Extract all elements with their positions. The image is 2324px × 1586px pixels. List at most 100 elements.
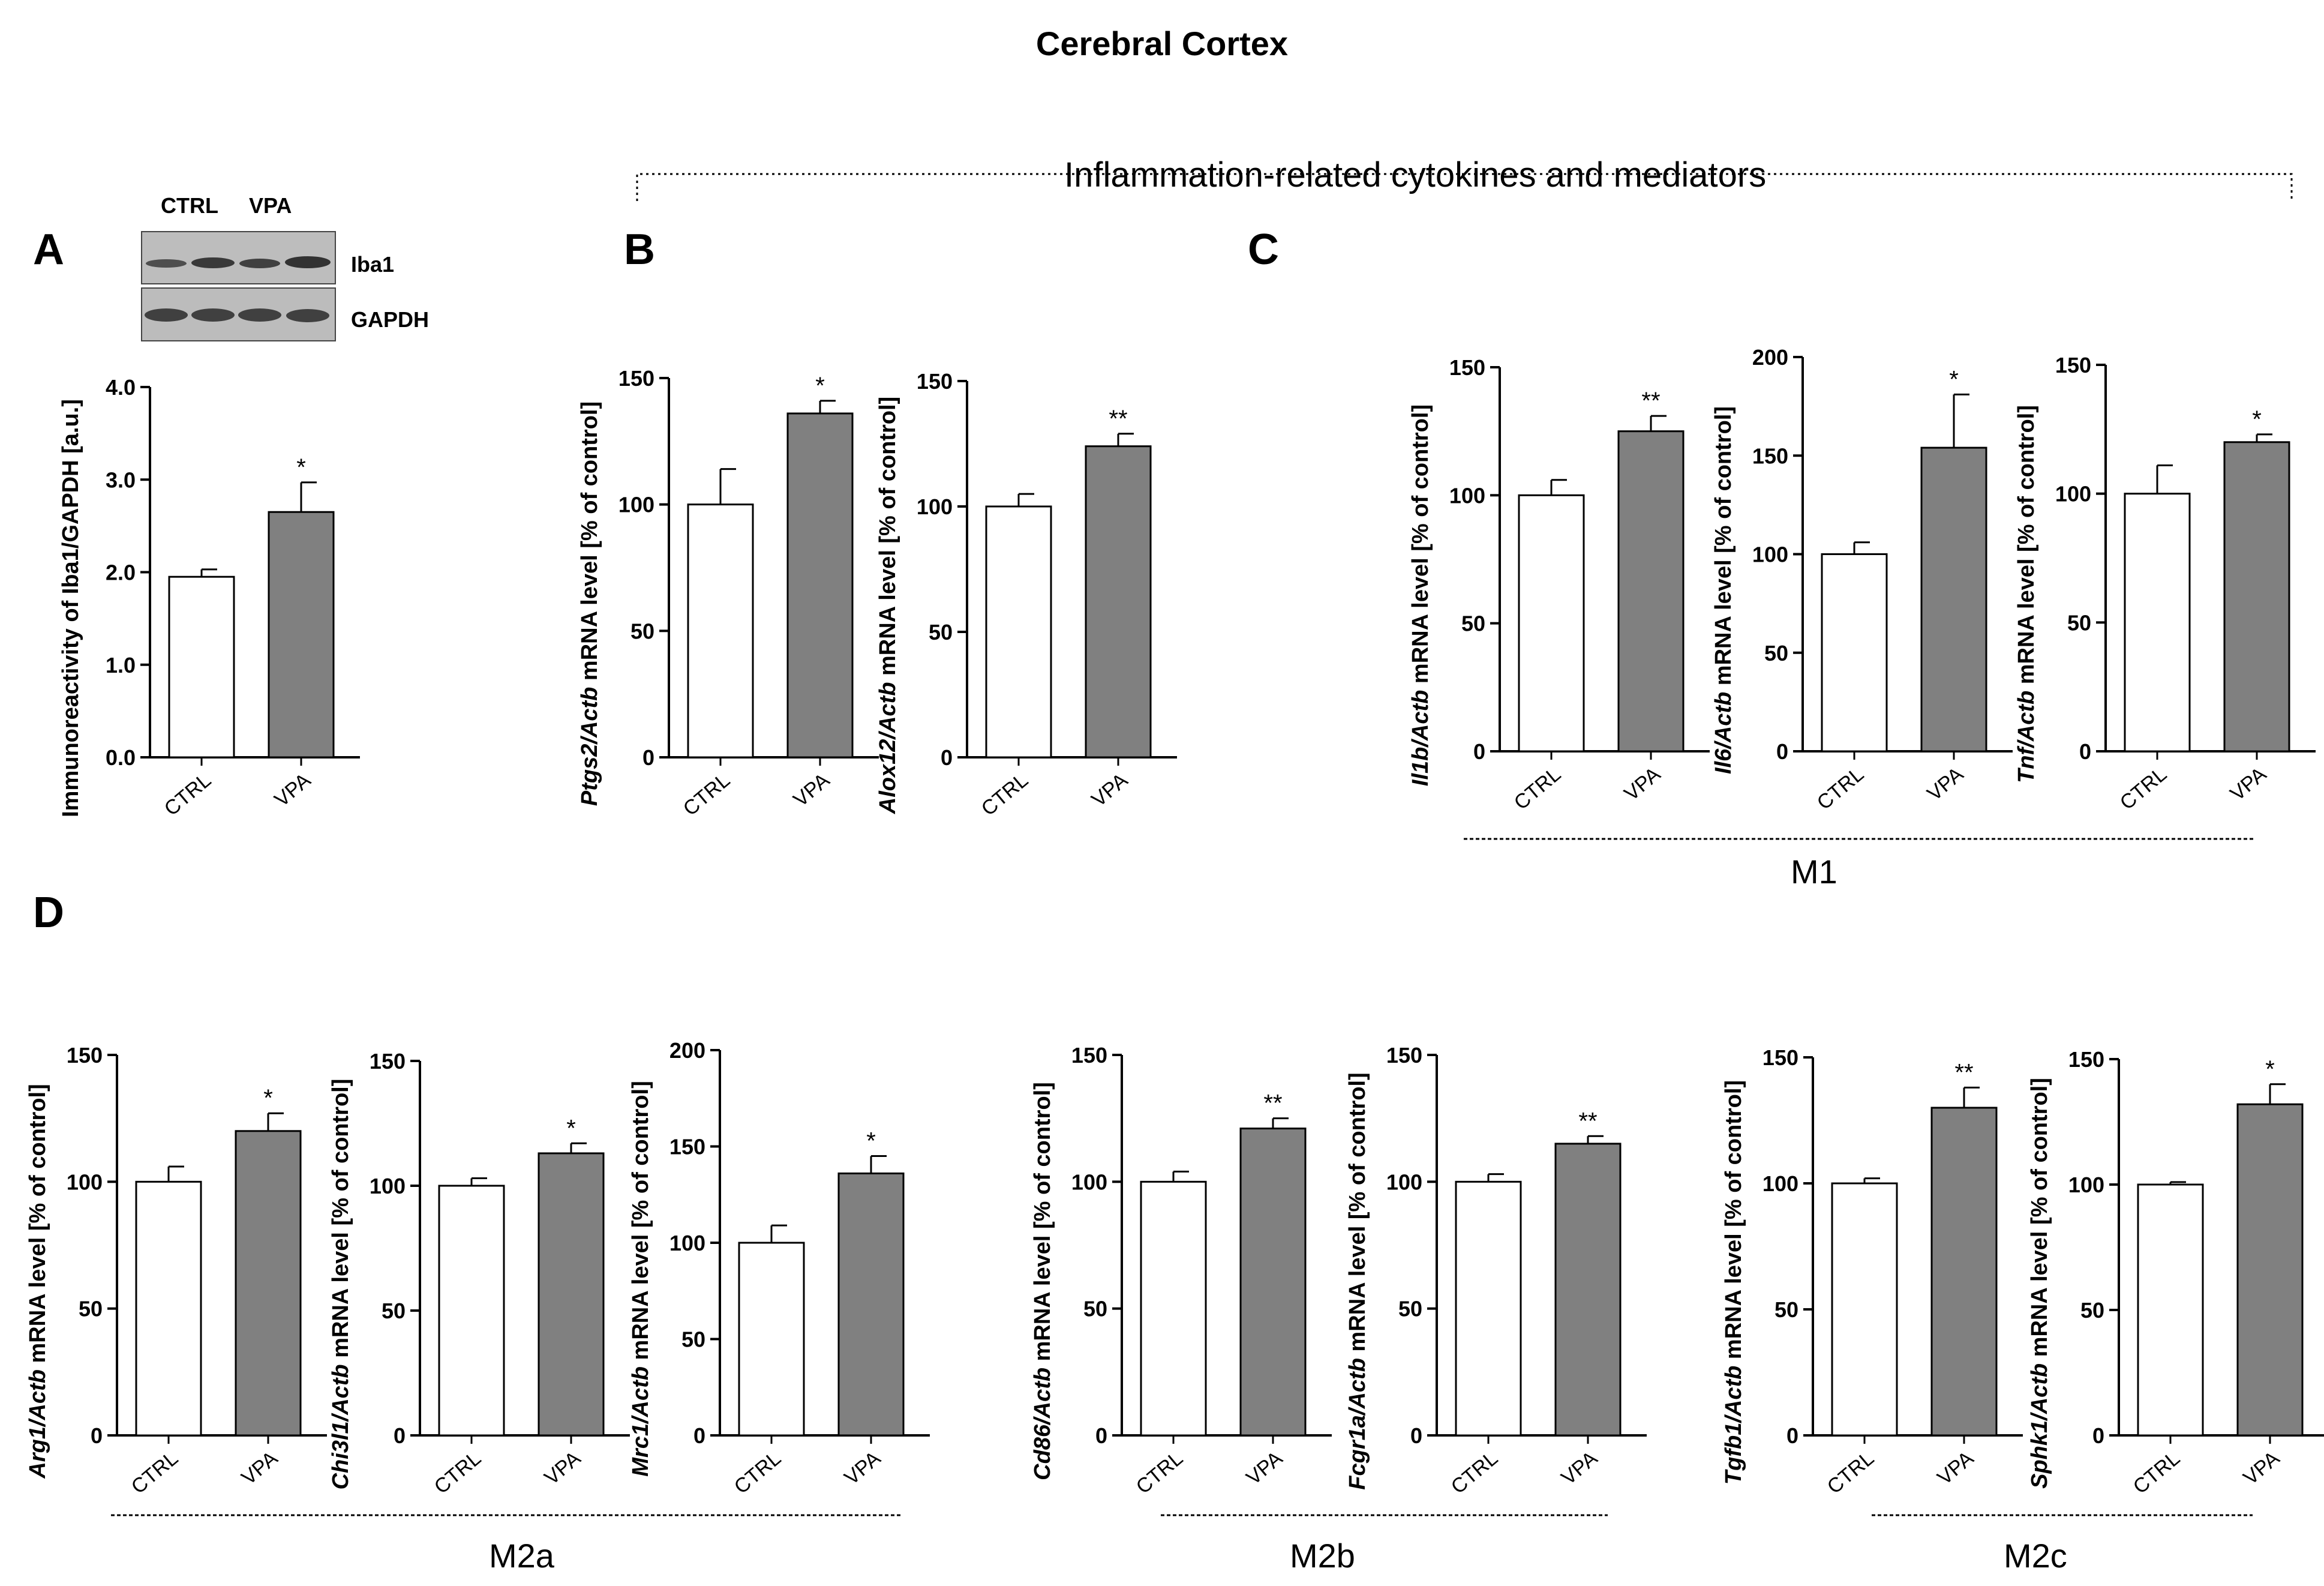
chart-8-bar-vpa (538, 1152, 605, 1437)
chart-5-category-ctrl: CTRL (1813, 763, 1868, 814)
chart-10-category-vpa: VPA (1242, 1447, 1287, 1489)
section-label-m1: M1 (1791, 853, 1837, 891)
chart-13-y-axis-label-part-1: mRNA level [% of control] (2027, 1078, 2052, 1363)
chart-1-y-axis-label: Immunoreactivity of Iba1/GAPDH [a.u.] (58, 399, 83, 817)
chart-11-ytick-label-1: 50 (1398, 1297, 1422, 1321)
section-label-m2c: M2c (2004, 1537, 2067, 1575)
chart-3-ytick-label-1: 50 (929, 620, 953, 644)
chart-10-ytick-label-2: 100 (1071, 1170, 1107, 1194)
chart-2-category-vpa: VPA (789, 769, 834, 811)
chart-8-category-vpa: VPA (541, 1447, 585, 1489)
chart-2-bar-ctrl (687, 503, 754, 758)
chart-11-significance-1: ** (1578, 1108, 1597, 1134)
chart-6-significance-1: * (2252, 406, 2262, 433)
chart-12-category-vpa: VPA (1933, 1447, 1978, 1489)
chart-8-bar-ctrl (438, 1185, 505, 1437)
western-blot-image (141, 231, 336, 341)
chart-4-significance-1: ** (1641, 388, 1660, 414)
chart-9-category-vpa: VPA (840, 1447, 885, 1489)
chart-13-y-axis-label: Sphk1/Actb mRNA level [% of control] (2027, 1078, 2052, 1489)
chart-12-ytick-label-3: 150 (1762, 1045, 1798, 1070)
chart-1-bar-vpa (268, 511, 335, 758)
chart-10-y-axis-label-part-1: mRNA level [% of control] (1030, 1082, 1055, 1368)
chart-7-ytick-label-2: 100 (67, 1170, 103, 1194)
blot-lane-ctrl: CTRL (161, 193, 218, 218)
chart-3-category-ctrl: CTRL (977, 769, 1032, 820)
chart-1-ytick-label-1: 1.0 (106, 653, 136, 677)
chart-4-bar-ctrl (1518, 494, 1585, 752)
chart-2-ytick-label-2: 100 (618, 493, 654, 517)
chart-1-ytick-label-3: 3.0 (106, 467, 136, 492)
chart-6-ytick-label-1: 50 (2067, 610, 2091, 635)
chart-1-bar-ctrl (168, 575, 235, 758)
chart-2-ytick-label-0: 0 (642, 745, 654, 770)
chart-4-ytick-label-0: 0 (1473, 739, 1485, 764)
chart-4-ytick-label-1: 50 (1461, 611, 1485, 636)
chart-7-significance-1: * (263, 1085, 273, 1111)
chart-4-y-axis-label: Il1b/Actb mRNA level [% of control] (1408, 404, 1433, 786)
chart-2-y-axis-label-part-1: mRNA level [% of control] (577, 401, 602, 687)
chart-1-y-axis-label-part-0: Immunoreactivity of Iba1/GAPDH [a.u.] (58, 399, 83, 817)
chart-2-ytick-label-1: 50 (630, 619, 654, 643)
chart-12-bar-ctrl (1831, 1182, 1898, 1437)
chart-11-ytick-label-3: 150 (1386, 1043, 1422, 1068)
chart-5-category-vpa: VPA (1923, 763, 1968, 805)
chart-5-ytick-label-3: 150 (1752, 443, 1788, 468)
chart-7-category-vpa: VPA (238, 1447, 283, 1489)
chart-5-y-axis-label-part-1: mRNA level [% of control] (1711, 406, 1736, 692)
chart-10-ytick-label-3: 150 (1071, 1043, 1107, 1068)
chart-1-ytick-label-4: 4.0 (106, 375, 136, 400)
chart-9-y-axis-label-part-1: mRNA level [% of control] (628, 1081, 653, 1366)
section-label-m2a: M2a (489, 1537, 554, 1575)
chart-8-y-axis-label-part-0: Chi3l1/Actb (328, 1364, 353, 1489)
chart-8-y-axis-label-part-1: mRNA level [% of control] (328, 1079, 353, 1365)
chart-13-category-ctrl: CTRL (2129, 1447, 2184, 1498)
group-bracket (636, 173, 2293, 201)
chart-13-ytick-label-0: 0 (2092, 1423, 2104, 1448)
chart-12-y-axis-label-part-1: mRNA level [% of control] (1721, 1080, 1746, 1366)
panel-letter-b: B (624, 226, 655, 274)
chart-11-category-vpa: VPA (1557, 1447, 1602, 1489)
chart-13-bar-ctrl (2137, 1183, 2204, 1437)
chart-8-ytick-label-3: 150 (370, 1049, 406, 1074)
chart-2-ytick-label-3: 150 (618, 366, 654, 391)
chart-10-ytick-label-1: 50 (1083, 1297, 1107, 1321)
chart-6-category-ctrl: CTRL (2116, 763, 2171, 814)
chart-9-ytick-label-1: 50 (681, 1327, 705, 1352)
chart-5-ytick-label-0: 0 (1776, 739, 1788, 764)
chart-13-significance-1: * (2265, 1056, 2275, 1083)
chart-1-ytick-label-0: 0.0 (106, 745, 136, 770)
chart-9-y-axis-label: Mrc1/Actb mRNA level [% of control] (628, 1081, 653, 1476)
chart-9-ytick-label-4: 200 (669, 1038, 705, 1063)
chart-5-ytick-label-2: 100 (1752, 542, 1788, 567)
chart-6-ytick-label-0: 0 (2079, 739, 2091, 764)
chart-9-significance-1: * (866, 1128, 876, 1155)
chart-5-significance-1: * (1949, 366, 1959, 392)
chart-2-bar-vpa (786, 412, 854, 758)
chart-7-bar-ctrl (135, 1180, 202, 1437)
chart-5-bar-vpa (1920, 446, 1987, 752)
panel-letter-a: A (33, 226, 64, 274)
chart-5-bar-ctrl (1821, 553, 1888, 752)
chart-1-ytick-label-2: 2.0 (106, 560, 136, 585)
chart-11-y-axis-label-part-1: mRNA level [% of control] (1345, 1072, 1370, 1358)
chart-12-y-axis-label-part-0: Tgfb1/Actb (1721, 1366, 1746, 1485)
chart-10-bar-ctrl (1140, 1180, 1207, 1437)
chart-4-ytick-label-2: 100 (1449, 483, 1485, 508)
chart-3-y-axis-label-part-0: Alox12/Actb (875, 682, 900, 815)
chart-4-y-axis-label-part-0: Il1b/Actb (1408, 690, 1433, 786)
blot-band-iba1-label: Iba1 (351, 252, 395, 277)
chart-3-ytick-label-2: 100 (917, 494, 953, 519)
chart-5-y-axis-label: Il6/Actb mRNA level [% of control] (1711, 406, 1736, 774)
chart-5-ytick-label-1: 50 (1764, 641, 1788, 665)
chart-13-bar-vpa (2236, 1103, 2304, 1437)
chart-8-category-ctrl: CTRL (430, 1447, 485, 1498)
chart-7-y-axis-label-part-1: mRNA level [% of control] (25, 1084, 50, 1369)
chart-10-y-axis-label-part-0: Cd86/Actb (1030, 1368, 1055, 1480)
chart-3-ytick-label-0: 0 (941, 745, 953, 770)
chart-3-y-axis-label-part-1: mRNA level [% of control] (875, 397, 900, 682)
blot-band-gapdh-label: GAPDH (351, 307, 430, 332)
chart-6-y-axis-label-part-1: mRNA level [% of control] (2014, 405, 2039, 691)
chart-12-category-ctrl: CTRL (1823, 1447, 1878, 1498)
chart-2-category-ctrl: CTRL (679, 769, 734, 820)
